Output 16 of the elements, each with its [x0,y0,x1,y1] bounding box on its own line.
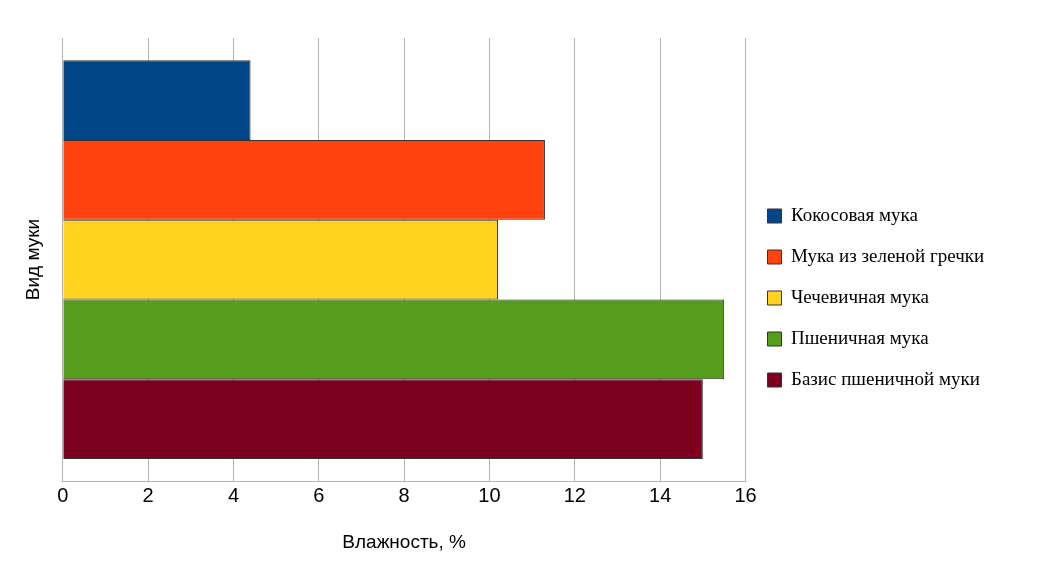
legend-label: Мука из зеленой гречки [791,244,985,266]
x-axis-title: Влажность, % [342,530,467,552]
x-tick-label: 14 [649,483,672,506]
legend-label: Базис пшеничной муки [791,367,980,389]
legend-label: Чечевичная мука [791,285,930,307]
x-tick-label: 0 [57,483,69,506]
legend-label: Пшеничная мука [791,326,930,348]
x-tick-label: 4 [227,483,240,506]
legend-label: Кокосовая мука [791,203,919,225]
x-tick-label: 10 [478,483,501,506]
x-tick-label: 8 [398,483,410,506]
x-tick-label: 2 [142,483,154,506]
x-tick-label: 16 [734,483,757,506]
x-tick-label: 6 [313,483,325,506]
x-tick-label: 12 [563,483,586,506]
y-axis-title: Вид муки [21,218,43,301]
